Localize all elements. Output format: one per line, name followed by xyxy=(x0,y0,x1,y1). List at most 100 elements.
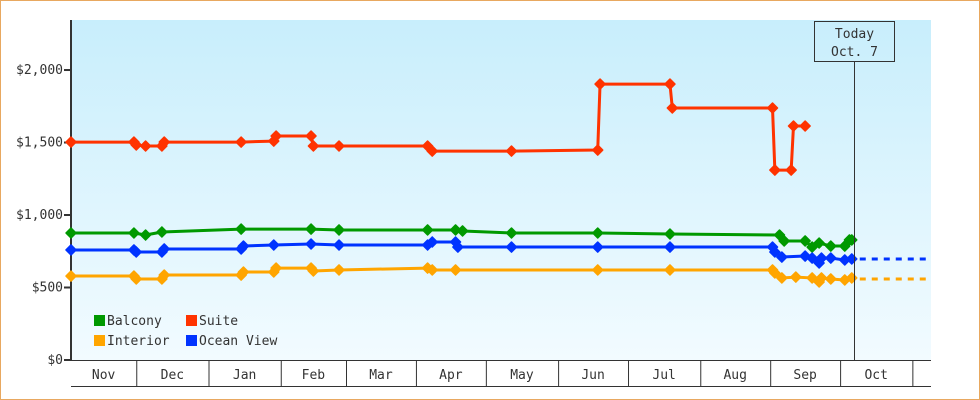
month-label-jun: Jun xyxy=(581,368,604,383)
plot-area xyxy=(71,20,931,360)
data-point-balcony xyxy=(235,223,247,235)
legend-swatch-interior xyxy=(94,335,105,346)
legend-swatch-balcony xyxy=(94,315,105,326)
data-point-suite xyxy=(769,164,781,176)
data-point-suite xyxy=(307,140,320,152)
month-label-jul: Jul xyxy=(652,368,675,383)
legend-label-balcony: Balcony xyxy=(107,314,162,329)
data-point-interior xyxy=(769,267,781,279)
data-point-ocean-view xyxy=(825,252,837,264)
series-ocean-view xyxy=(65,236,931,269)
y-tick-label: $1,500 xyxy=(16,136,63,151)
legend-swatch-ocean-view xyxy=(186,335,197,346)
data-point-suite xyxy=(270,130,282,142)
data-point-ocean-view xyxy=(505,241,518,253)
legend-swatch-suite xyxy=(186,315,197,326)
data-point-suite xyxy=(664,78,676,90)
month-label-mar: Mar xyxy=(369,368,393,383)
today-date: Oct. 7 xyxy=(831,45,878,60)
month-label-jan: Jan xyxy=(233,368,256,383)
data-point-balcony xyxy=(139,229,152,241)
data-point-ocean-view xyxy=(158,243,170,255)
data-point-ocean-view xyxy=(776,251,788,263)
y-tick-label: $2,000 xyxy=(16,63,63,78)
month-label-may: May xyxy=(510,368,534,383)
data-point-balcony xyxy=(799,235,811,247)
data-point-ocean-view xyxy=(806,252,818,264)
data-point-interior xyxy=(790,271,802,283)
data-point-interior xyxy=(307,265,320,277)
data-point-ocean-view xyxy=(65,244,77,256)
data-point-suite xyxy=(591,144,604,156)
series-suite xyxy=(65,78,811,176)
today-label: Today xyxy=(835,27,874,42)
data-point-suite xyxy=(666,102,679,114)
data-point-ocean-view xyxy=(769,246,781,258)
data-point-balcony xyxy=(664,228,676,240)
data-point-suite xyxy=(333,140,345,152)
data-point-suite xyxy=(799,120,811,132)
month-label-nov: Nov xyxy=(92,368,116,383)
data-point-balcony xyxy=(813,237,825,249)
data-point-suite xyxy=(305,130,317,142)
data-point-suite xyxy=(426,145,438,157)
data-point-suite xyxy=(505,145,518,157)
month-label-dec: Dec xyxy=(161,368,184,383)
data-point-balcony xyxy=(421,224,434,236)
month-label-oct: Oct xyxy=(864,368,887,383)
y-tick-label: $0 xyxy=(47,353,63,368)
data-point-balcony xyxy=(591,227,604,239)
data-point-interior xyxy=(270,262,282,274)
data-point-ocean-view xyxy=(591,241,604,253)
data-point-suite xyxy=(787,120,800,132)
data-point-interior xyxy=(815,272,828,284)
month-label-sep: Sep xyxy=(793,368,817,383)
data-point-balcony xyxy=(65,227,77,239)
today-box xyxy=(814,21,895,62)
month-label-apr: Apr xyxy=(439,368,463,383)
data-point-suite xyxy=(766,102,779,114)
data-point-suite xyxy=(235,136,247,148)
data-point-balcony xyxy=(505,227,518,239)
data-point-suite xyxy=(130,139,143,151)
data-point-balcony xyxy=(128,227,140,239)
data-point-balcony xyxy=(333,224,345,236)
data-point-balcony xyxy=(156,226,168,238)
data-point-ocean-view xyxy=(815,252,828,264)
data-point-ocean-view xyxy=(130,246,143,258)
data-point-ocean-view xyxy=(333,239,345,251)
data-point-suite xyxy=(785,164,797,176)
month-label-aug: Aug xyxy=(723,368,746,383)
data-point-interior xyxy=(449,264,462,276)
data-point-ocean-view xyxy=(426,236,438,248)
series-line-balcony xyxy=(71,227,852,249)
data-point-balcony xyxy=(305,223,317,235)
data-point-ocean-view xyxy=(664,241,676,253)
data-point-suite xyxy=(139,140,152,152)
data-point-ocean-view xyxy=(237,240,250,252)
data-point-interior xyxy=(664,264,676,276)
series-interior xyxy=(65,262,931,288)
legend-label-suite: Suite xyxy=(199,314,238,329)
data-point-suite xyxy=(65,136,77,148)
data-point-ocean-view xyxy=(452,241,464,253)
data-point-ocean-view xyxy=(305,238,317,250)
data-point-interior xyxy=(237,266,250,278)
data-point-interior xyxy=(825,273,837,285)
data-point-interior xyxy=(776,272,788,284)
data-point-interior xyxy=(158,269,170,281)
data-point-suite xyxy=(594,78,606,90)
y-tick-label: $500 xyxy=(32,281,63,296)
data-point-ocean-view xyxy=(268,239,280,251)
data-point-interior xyxy=(65,270,77,282)
month-label-feb: Feb xyxy=(302,368,326,383)
data-point-interior xyxy=(130,273,143,285)
data-point-balcony xyxy=(825,240,837,252)
legend-label-interior: Interior xyxy=(107,334,170,349)
data-point-balcony xyxy=(456,225,469,237)
data-point-balcony xyxy=(778,235,790,247)
data-point-interior xyxy=(591,264,604,276)
legend-label-ocean-view: Ocean View xyxy=(199,334,277,349)
